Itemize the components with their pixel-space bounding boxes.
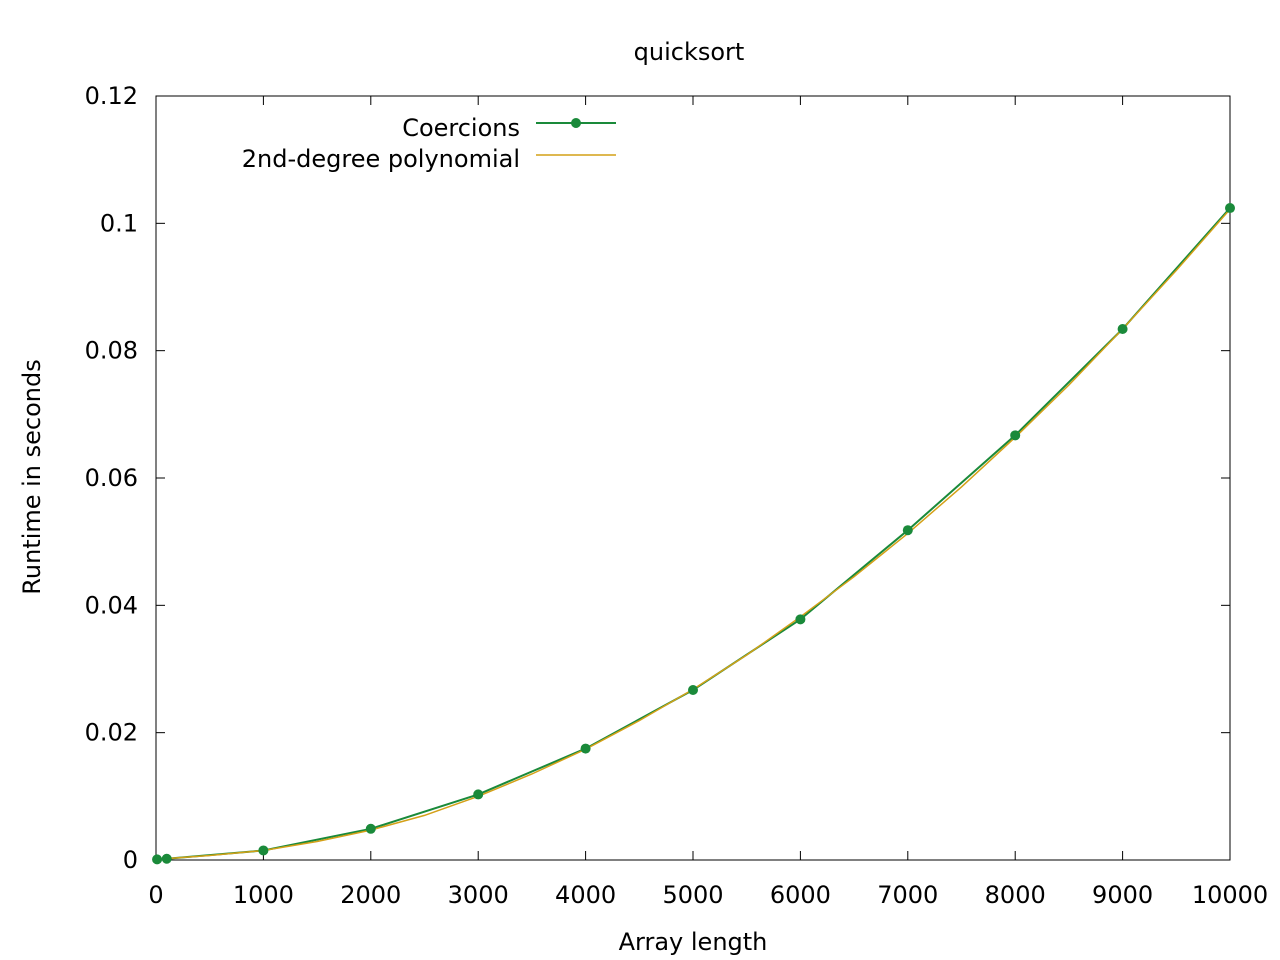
- data-point-coercions: [1225, 203, 1235, 214]
- data-point-coercions: [473, 789, 484, 800]
- data-point-coercions: [688, 685, 698, 696]
- legend-label-polynomial: 2nd-degree polynomial: [242, 145, 520, 173]
- data-point-coercions: [902, 525, 913, 536]
- y-tick-label: 0.1: [100, 209, 138, 237]
- series-line-coercions: [157, 207, 1231, 861]
- data-point-coercions: [161, 853, 172, 864]
- data-point-coercions: [365, 823, 376, 834]
- x-tick-label: 7000: [877, 881, 938, 909]
- legend: Coercions 2nd-degree polynomial: [242, 114, 616, 173]
- x-tick-label: 9000: [1092, 881, 1153, 909]
- x-tick-label: 5000: [662, 881, 723, 909]
- y-axis-label: Runtime in seconds: [18, 359, 46, 594]
- series-line-polynomial: [155, 208, 1231, 861]
- legend-marker-coercions: [571, 118, 581, 128]
- plot-frame: [155, 95, 1231, 861]
- y-tick-label: 0.08: [85, 337, 138, 365]
- legend-label-coercions: Coercions: [402, 114, 520, 142]
- y-tick-labels: 0 0.02 0.04 0.06 0.08 0.1 0.12: [85, 82, 138, 874]
- y-tick-label: 0.06: [85, 464, 138, 492]
- x-tick-label: 3000: [448, 881, 509, 909]
- x-tick-label: 4000: [555, 881, 616, 909]
- chart-title: quicksort: [634, 38, 745, 66]
- x-tick-labels: 0 1000 2000 3000 4000 5000 6000 7000 8000 9000 100…: [148, 881, 1268, 909]
- x-axis-label: Array length: [619, 928, 768, 956]
- y-tick-label: 0.02: [85, 719, 138, 747]
- y-tick-label: 0.12: [85, 82, 138, 110]
- data-point-coercions: [580, 743, 591, 754]
- y-tick-label: 0: [123, 846, 138, 874]
- series-layer: [152, 203, 1235, 865]
- data-point-coercions: [1010, 430, 1021, 441]
- x-tick-label: 1000: [233, 881, 294, 909]
- x-tick-label: 10000: [1192, 881, 1268, 909]
- x-tick-label: 6000: [770, 881, 831, 909]
- x-tick-label: 0: [148, 881, 163, 909]
- axis-ticks: [155, 95, 1231, 861]
- data-point-coercions: [1117, 324, 1128, 335]
- plot-border: [155, 95, 1231, 861]
- x-tick-label: 8000: [985, 881, 1046, 909]
- x-tick-label: 2000: [340, 881, 401, 909]
- data-point-coercions: [258, 845, 269, 856]
- data-point-coercions: [795, 614, 806, 625]
- y-tick-label: 0.04: [85, 591, 138, 619]
- data-point-coercions: [152, 854, 163, 865]
